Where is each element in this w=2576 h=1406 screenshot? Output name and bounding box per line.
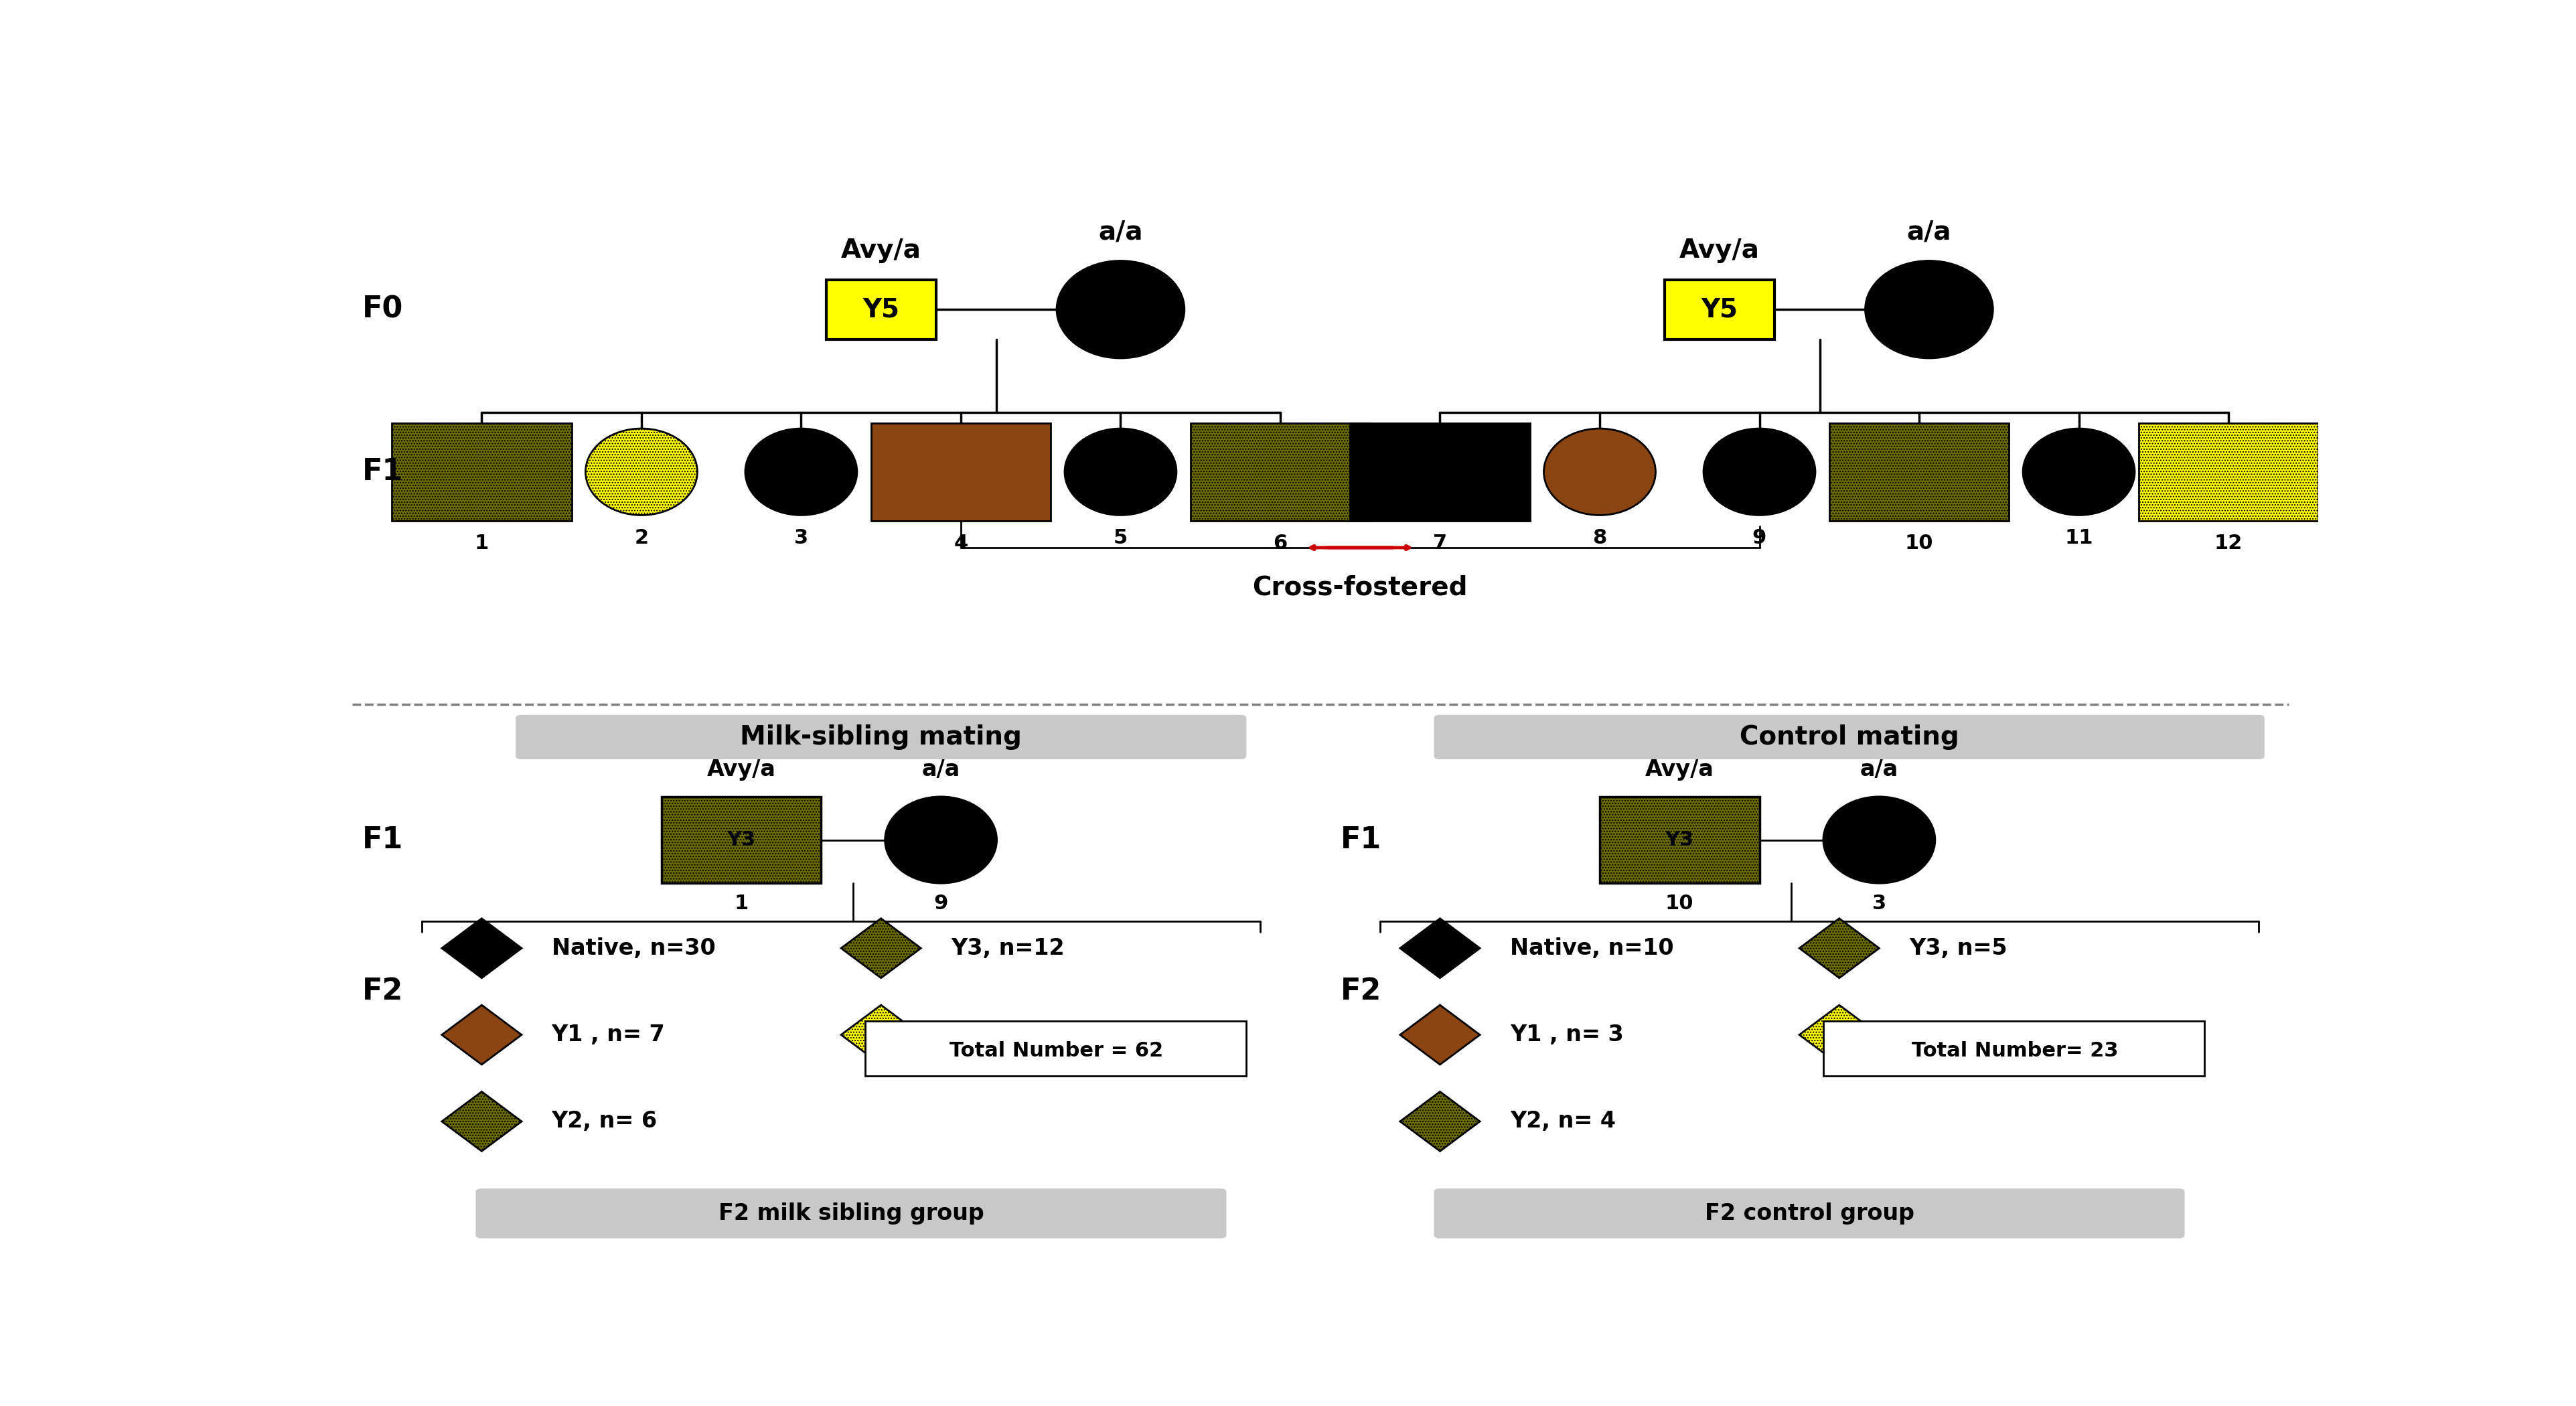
Text: a/a: a/a <box>1860 758 1899 780</box>
Text: Y4, n= 7: Y4, n= 7 <box>951 1024 1056 1046</box>
Bar <box>1664 280 1775 339</box>
Polygon shape <box>840 918 922 979</box>
Text: Y5: Y5 <box>1700 297 1739 322</box>
Polygon shape <box>1401 1005 1479 1064</box>
Text: Native, n=30: Native, n=30 <box>551 938 716 959</box>
Text: 10: 10 <box>1664 894 1695 914</box>
Text: Native, n=10: Native, n=10 <box>1510 938 1674 959</box>
Bar <box>2138 423 2318 520</box>
Text: F2: F2 <box>1340 977 1381 1005</box>
Ellipse shape <box>2022 429 2136 515</box>
FancyBboxPatch shape <box>1824 1021 2205 1076</box>
Bar <box>871 423 1051 520</box>
Ellipse shape <box>1543 429 1656 515</box>
Text: Total Number = 62: Total Number = 62 <box>951 1042 1164 1060</box>
Polygon shape <box>443 1005 520 1064</box>
Text: 8: 8 <box>1592 529 1607 547</box>
Ellipse shape <box>585 429 698 515</box>
FancyBboxPatch shape <box>866 1021 1247 1076</box>
Text: Milk-sibling mating: Milk-sibling mating <box>739 724 1023 749</box>
Ellipse shape <box>1056 260 1185 359</box>
Polygon shape <box>840 1005 922 1064</box>
Text: 5: 5 <box>1113 529 1128 547</box>
Text: 1: 1 <box>734 894 750 914</box>
Text: Avy/a: Avy/a <box>840 238 922 263</box>
Text: 4: 4 <box>953 533 969 553</box>
Text: Y5: Y5 <box>863 297 899 322</box>
Text: Y3, n=12: Y3, n=12 <box>951 938 1064 959</box>
Bar <box>392 423 572 520</box>
Ellipse shape <box>1703 429 1816 515</box>
Text: Avy/a: Avy/a <box>1646 758 1713 780</box>
Text: 12: 12 <box>2215 533 2244 553</box>
Polygon shape <box>1798 1005 1878 1064</box>
FancyBboxPatch shape <box>515 714 1247 759</box>
Text: Y1 , n= 7: Y1 , n= 7 <box>551 1024 665 1046</box>
Text: a/a: a/a <box>922 758 961 780</box>
Text: 9: 9 <box>1752 529 1767 547</box>
Polygon shape <box>443 1091 520 1152</box>
Text: F1: F1 <box>361 825 402 855</box>
Text: 3: 3 <box>793 529 809 547</box>
Text: Total Number= 23: Total Number= 23 <box>1911 1042 2117 1060</box>
Ellipse shape <box>1865 260 1994 359</box>
Text: F1: F1 <box>361 457 402 486</box>
Text: 3: 3 <box>1873 894 1886 914</box>
Text: Y2, n= 6: Y2, n= 6 <box>551 1111 657 1132</box>
Text: Y2, n= 4: Y2, n= 4 <box>1510 1111 1615 1132</box>
Text: 10: 10 <box>1904 533 1935 553</box>
Bar <box>1829 423 2009 520</box>
Ellipse shape <box>886 797 997 883</box>
Polygon shape <box>1401 1091 1479 1152</box>
Text: Y4, n= 1: Y4, n= 1 <box>1909 1024 2014 1046</box>
Text: F2 milk sibling group: F2 milk sibling group <box>719 1202 984 1225</box>
Bar <box>1350 423 1530 520</box>
Bar <box>1600 797 1759 883</box>
Ellipse shape <box>1064 429 1177 515</box>
Text: F2: F2 <box>361 977 402 1005</box>
Text: F0: F0 <box>361 295 402 323</box>
Text: a/a: a/a <box>1097 219 1144 245</box>
FancyBboxPatch shape <box>1435 714 2264 759</box>
Bar <box>1190 423 1370 520</box>
Text: F1: F1 <box>1340 825 1381 855</box>
Text: 7: 7 <box>1432 533 1448 553</box>
Polygon shape <box>1798 918 1878 979</box>
Text: 9: 9 <box>933 894 948 914</box>
Bar <box>827 280 935 339</box>
Ellipse shape <box>1824 797 1935 883</box>
Text: F2 control group: F2 control group <box>1705 1202 1914 1225</box>
Polygon shape <box>1401 918 1479 979</box>
Text: 11: 11 <box>2063 529 2094 547</box>
Text: a/a: a/a <box>1906 219 1953 245</box>
FancyBboxPatch shape <box>477 1188 1226 1239</box>
Text: Y1 , n= 3: Y1 , n= 3 <box>1510 1024 1623 1046</box>
FancyBboxPatch shape <box>1435 1188 2184 1239</box>
Text: 2: 2 <box>634 529 649 547</box>
Text: Y3: Y3 <box>1664 830 1695 849</box>
Text: Y3, n=5: Y3, n=5 <box>1909 938 2007 959</box>
Ellipse shape <box>744 429 858 515</box>
Bar <box>662 797 822 883</box>
Text: Cross-fostered: Cross-fostered <box>1252 575 1468 600</box>
Text: Y3: Y3 <box>726 830 755 849</box>
Text: Avy/a: Avy/a <box>706 758 775 780</box>
Text: 6: 6 <box>1273 533 1288 553</box>
Text: Control mating: Control mating <box>1739 724 1958 749</box>
Text: 1: 1 <box>474 533 489 553</box>
Text: Avy/a: Avy/a <box>1680 238 1759 263</box>
Polygon shape <box>443 918 520 979</box>
